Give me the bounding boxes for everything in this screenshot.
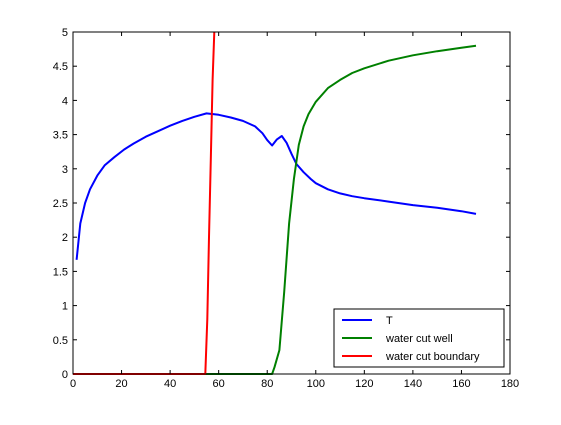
- y-tick-label: 4: [62, 95, 68, 107]
- y-tick-label: 0: [62, 369, 68, 381]
- y-tick-label: 2.5: [53, 198, 68, 210]
- x-tick-label: 60: [213, 378, 225, 390]
- y-tick-label: 3: [62, 164, 68, 176]
- y-tick-label: 1.5: [53, 266, 68, 278]
- x-axis: 0 20 40 60 80 100 120 140 160 180: [70, 32, 519, 390]
- legend-label-water-cut-well: water cut well: [385, 333, 453, 345]
- series-line-t: [75, 112, 477, 260]
- y-axis: 0 0.5 1 1.5 2 2.5 3 3.5 4 4.5 5: [53, 27, 510, 381]
- x-tick-label: 140: [404, 378, 422, 390]
- series-line-water-cut-well: [73, 44, 477, 375]
- y-tick-label: 0.5: [53, 335, 68, 347]
- y-tick-label: 5: [62, 27, 68, 39]
- y-tick-label: 4.5: [53, 61, 68, 73]
- legend: T water cut well water cut boundary: [333, 308, 505, 368]
- x-tick-label: 100: [307, 378, 325, 390]
- x-tick-label: 0: [70, 378, 76, 390]
- y-tick-label: 3.5: [53, 130, 68, 142]
- x-tick-label: 40: [164, 378, 176, 390]
- legend-label-t: T: [386, 315, 393, 327]
- y-tick-label: 2: [62, 232, 68, 244]
- x-tick-label: 20: [115, 378, 127, 390]
- legend-label-water-cut-boundary: water cut boundary: [385, 351, 480, 363]
- x-tick-label: 160: [452, 378, 470, 390]
- x-tick-label: 180: [501, 378, 519, 390]
- x-tick-label: 120: [355, 378, 373, 390]
- x-tick-label: 80: [261, 378, 273, 390]
- y-tick-label: 1: [62, 301, 68, 313]
